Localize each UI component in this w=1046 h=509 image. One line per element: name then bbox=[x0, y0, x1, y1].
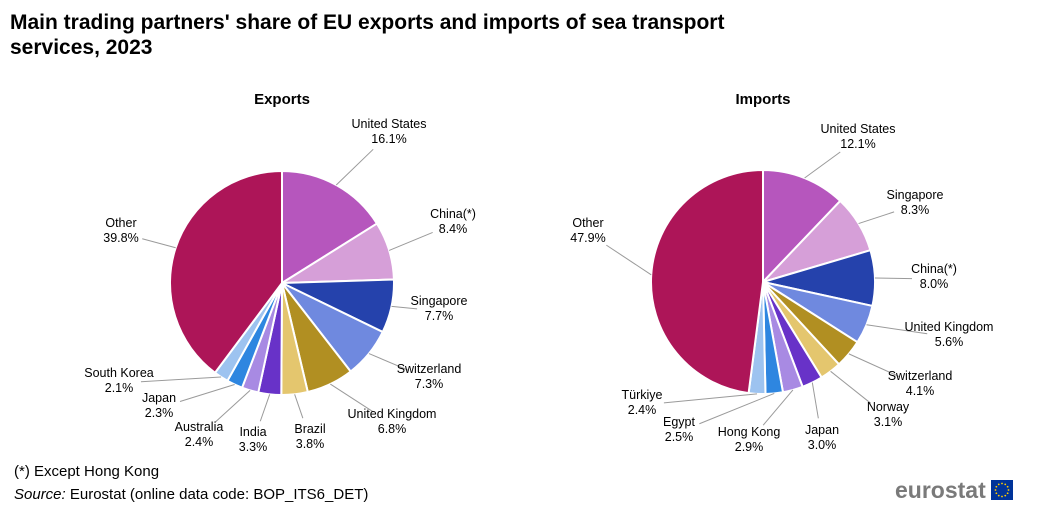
slice-value-hong-kong: 2.9% bbox=[735, 440, 764, 454]
pie-slice-united-states bbox=[281, 170, 378, 284]
slice-value-switzerland: 4.1% bbox=[906, 384, 935, 398]
flag-star bbox=[994, 489, 997, 491]
slice-label-australia: Australia bbox=[175, 420, 224, 434]
leader-line-china bbox=[874, 277, 913, 280]
slice-label-india: India bbox=[239, 425, 266, 439]
slice-label-t-rkiye: Türkiye bbox=[622, 388, 663, 402]
leader-line-t-rkiye bbox=[663, 393, 758, 404]
pie-title: Exports bbox=[254, 91, 310, 108]
flag-star bbox=[1000, 495, 1003, 498]
flag-star bbox=[995, 492, 998, 495]
leader-line-switzerland bbox=[848, 353, 901, 378]
flag-star bbox=[1004, 483, 1006, 486]
slice-label-egypt: Egypt bbox=[663, 415, 695, 429]
flag-star bbox=[997, 483, 1000, 486]
eurostat-wordmark: eurostat bbox=[895, 476, 986, 503]
slice-label-china: China(*) bbox=[911, 262, 957, 276]
slice-label-other: Other bbox=[105, 216, 136, 230]
slice-label-japan: Japan bbox=[142, 391, 176, 405]
slice-value-australia: 2.4% bbox=[185, 435, 214, 449]
leader-line-japan bbox=[811, 382, 819, 419]
leader-line-south-korea bbox=[140, 376, 222, 383]
flag-star bbox=[997, 494, 1000, 497]
leader-line-united-kingdom bbox=[866, 324, 928, 335]
leader-line-other bbox=[606, 244, 652, 276]
chart-title-line-2: services, 2023 bbox=[10, 36, 153, 59]
leader-line-norway bbox=[830, 370, 872, 404]
leader-line-australia bbox=[214, 389, 251, 423]
slice-value-united-kingdom: 5.6% bbox=[935, 335, 964, 349]
leader-line-egypt bbox=[699, 392, 775, 425]
slice-label-south-korea: South Korea bbox=[84, 366, 154, 380]
slice-label-united-kingdom: United Kingdom bbox=[905, 320, 994, 334]
slice-value-singapore: 7.7% bbox=[425, 309, 454, 323]
pie-title: Imports bbox=[735, 91, 790, 108]
slice-value-japan: 3.0% bbox=[808, 438, 837, 452]
slice-label-united-states: United States bbox=[351, 117, 426, 131]
leader-line-brazil bbox=[294, 394, 304, 419]
flag-star bbox=[1006, 492, 1009, 495]
chart-title: Main trading partners' share of EU expor… bbox=[10, 10, 910, 60]
slice-label-singapore: Singapore bbox=[411, 294, 468, 308]
eu-flag-icon bbox=[990, 480, 1013, 500]
slice-value-japan: 2.3% bbox=[145, 406, 174, 420]
leader-line-hong-kong bbox=[762, 389, 794, 426]
slice-label-switzerland: Switzerland bbox=[397, 362, 462, 376]
leader-line-united-states bbox=[335, 148, 374, 186]
slice-value-other: 47.9% bbox=[570, 231, 605, 245]
footnote: (*) Except Hong Kong bbox=[14, 463, 160, 480]
flag-star bbox=[1007, 489, 1010, 491]
chart-title-line-1: Main trading partners' share of EU expor… bbox=[10, 11, 725, 34]
leader-line-india bbox=[259, 394, 271, 422]
slice-value-other: 39.8% bbox=[103, 231, 138, 245]
slice-label-singapore: Singapore bbox=[887, 188, 944, 202]
leader-line-china bbox=[388, 231, 433, 251]
source-label: Source: bbox=[14, 486, 66, 503]
leader-line-singapore bbox=[391, 305, 418, 310]
slice-value-china: 8.0% bbox=[920, 277, 949, 291]
slice-value-united-states: 16.1% bbox=[371, 132, 406, 146]
slice-value-united-kingdom: 6.8% bbox=[378, 422, 407, 436]
flag-star bbox=[995, 485, 998, 488]
slice-label-japan: Japan bbox=[805, 423, 839, 437]
flag-star bbox=[1004, 494, 1006, 497]
eurostat-logo: eurostat bbox=[895, 476, 1013, 503]
leader-line-united-states bbox=[804, 151, 841, 179]
slice-label-hong-kong: Hong Kong bbox=[718, 425, 781, 439]
slice-value-south-korea: 2.1% bbox=[105, 381, 134, 395]
slice-value-singapore: 8.3% bbox=[901, 203, 930, 217]
slice-value-egypt: 2.5% bbox=[665, 430, 694, 444]
slice-value-t-rkiye: 2.4% bbox=[628, 403, 657, 417]
slice-label-united-states: United States bbox=[820, 122, 895, 136]
pie-slice-united-states bbox=[762, 169, 842, 283]
slice-value-india: 3.3% bbox=[239, 440, 268, 454]
leader-line-switzerland bbox=[368, 353, 409, 371]
leader-line-other bbox=[142, 238, 176, 249]
flag-star bbox=[1006, 485, 1009, 488]
slice-label-china: China(*) bbox=[430, 207, 476, 221]
slice-label-norway: Norway bbox=[867, 400, 910, 414]
source-line: Source: Eurostat (online data code: BOP_… bbox=[14, 486, 368, 503]
leader-line-japan bbox=[179, 384, 235, 402]
leader-line-singapore bbox=[858, 211, 895, 225]
slice-label-united-kingdom: United Kingdom bbox=[348, 407, 437, 421]
pie-slice-other bbox=[650, 169, 764, 395]
slice-label-switzerland: Switzerland bbox=[888, 369, 953, 383]
slice-label-brazil: Brazil bbox=[294, 422, 325, 436]
slice-value-norway: 3.1% bbox=[874, 415, 903, 429]
slice-label-other: Other bbox=[572, 216, 603, 230]
slice-value-united-states: 12.1% bbox=[840, 137, 875, 151]
slice-value-china: 8.4% bbox=[439, 222, 468, 236]
slice-value-brazil: 3.8% bbox=[296, 437, 325, 451]
source-text: Eurostat (online data code: BOP_ITS6_DET… bbox=[65, 486, 369, 503]
leader-line-united-kingdom bbox=[330, 383, 374, 413]
flag-star bbox=[1000, 482, 1003, 485]
slice-value-switzerland: 7.3% bbox=[415, 377, 444, 391]
